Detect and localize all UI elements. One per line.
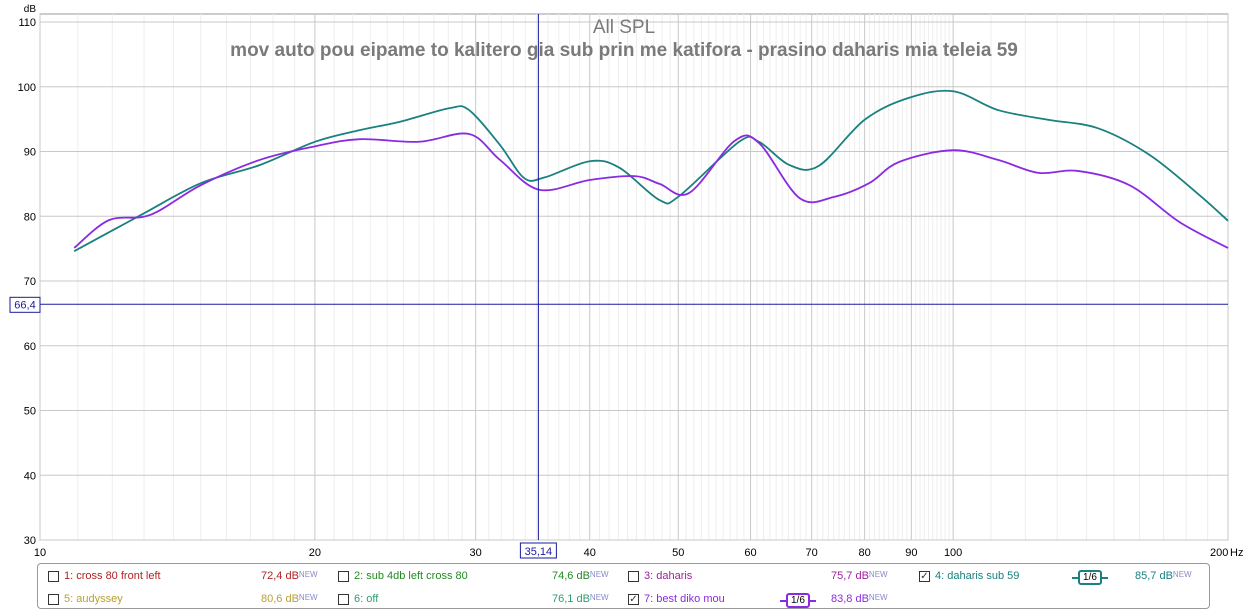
y-tick-label: 30 (24, 535, 36, 547)
x-tick-label: 80 (859, 547, 871, 559)
legend-value: 74,6 dBNEW (552, 570, 609, 582)
x-tick-label: 70 (806, 547, 818, 559)
x-tick-label: 40 (584, 547, 596, 559)
series-line-daharis-sub-59 (73, 89, 1229, 253)
legend-checkbox[interactable] (628, 571, 639, 582)
x-axis-label: Hz (1230, 547, 1243, 559)
legend-checkbox[interactable] (338, 571, 349, 582)
x-tick-label: 90 (905, 547, 917, 559)
plot-area (39, 13, 1229, 541)
smoothing-badge[interactable]: 1/6 (1072, 570, 1108, 585)
legend-value: 85,7 dBNEW (1135, 570, 1192, 582)
cursor-y-label: 66,4 (14, 299, 35, 311)
chart-subtitle: mov auto pou eipame to kalitero gia sub … (230, 40, 1018, 61)
legend-value: 80,6 dBNEW (261, 593, 318, 605)
legend-panel: 1: cross 80 front left 72,4 dBNEW 2: sub… (37, 563, 1210, 609)
y-tick-label: 110 (18, 17, 36, 29)
legend-checkbox[interactable] (48, 571, 59, 582)
chart-title: All SPL (593, 17, 655, 38)
spl-chart[interactable]: 30 40 50 60 70 80 90 100 110 10 20 30 40 50 60 70 80 90 10… (0, 0, 1248, 560)
y-tick-label: 80 (24, 211, 36, 223)
legend-label[interactable]: 3: daharis (644, 570, 693, 582)
series-line-best-diko-mou (73, 132, 1229, 249)
legend-checkbox[interactable] (48, 594, 59, 605)
y-tick-label: 90 (24, 147, 36, 159)
legend-value: 72,4 dBNEW (261, 570, 318, 582)
x-tick-label: 20 (309, 547, 321, 559)
smoothing-badge[interactable]: 1/6 (780, 593, 816, 608)
cursor-x-label: 35,14 (525, 546, 553, 558)
cursor-x-box (519, 542, 557, 559)
y-tick-label: 100 (18, 82, 36, 94)
legend-checkbox[interactable]: ✓ (628, 594, 639, 605)
cursor-y-box (9, 296, 41, 313)
y-tick-label: 60 (24, 341, 36, 353)
legend-label[interactable]: 1: cross 80 front left (64, 570, 161, 582)
legend-checkbox[interactable]: ✓ (919, 571, 930, 582)
x-tick-label: 200 (1210, 547, 1228, 559)
legend-label[interactable]: 7: best diko mou (644, 593, 725, 605)
x-tick-label: 30 (470, 547, 482, 559)
legend-value: 75,7 dBNEW (831, 570, 888, 582)
legend-label[interactable]: 5: audyssey (64, 593, 123, 605)
legend-label[interactable]: 4: daharis sub 59 (935, 570, 1020, 582)
legend-value: 83,8 dBNEW (831, 593, 888, 605)
legend-label[interactable]: 6: off (354, 593, 379, 605)
x-tick-label: 50 (672, 547, 684, 559)
x-tick-label: 100 (944, 547, 962, 559)
legend-label[interactable]: 2: sub 4db left cross 80 (354, 570, 468, 582)
legend-value: 76,1 dBNEW (552, 593, 609, 605)
y-tick-label: 50 (24, 406, 36, 418)
x-tick-label: 60 (744, 547, 756, 559)
legend-checkbox[interactable] (338, 594, 349, 605)
x-tick-label: 10 (34, 547, 46, 559)
y-axis-label: dB (24, 4, 37, 15)
y-tick-label: 40 (24, 470, 36, 482)
y-tick-label: 70 (24, 276, 36, 288)
